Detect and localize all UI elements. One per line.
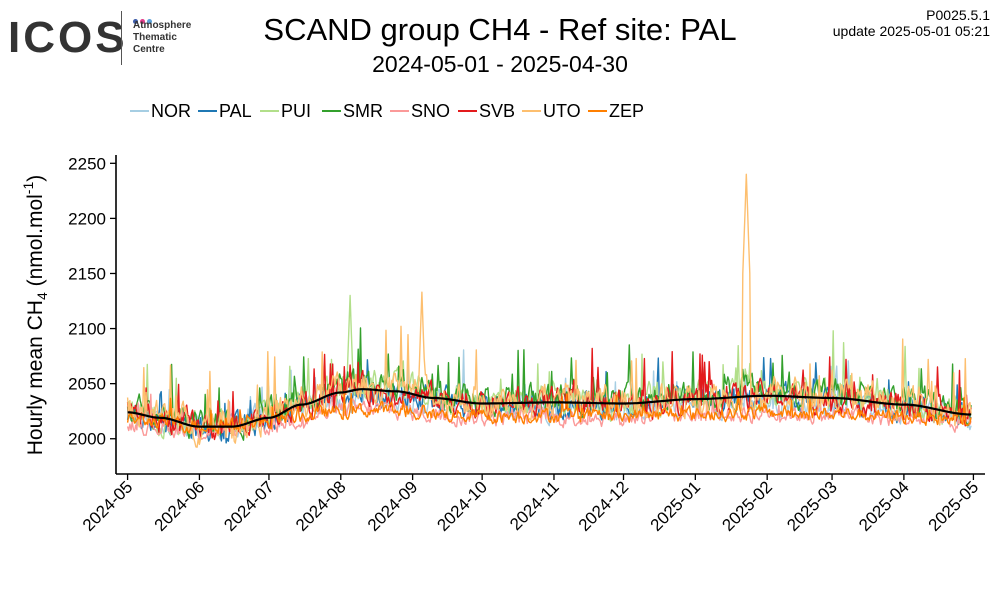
- y-tick-label: 2000: [68, 430, 106, 449]
- y-tick-label: 2100: [68, 320, 106, 339]
- y-axis-label-sup: -1: [20, 182, 36, 195]
- version-number: P0025.5.1: [926, 7, 990, 23]
- y-axis-label-unit: (nmol.mol: [24, 194, 47, 292]
- y-tick-label: 2200: [68, 209, 106, 228]
- legend-label: PUI: [281, 101, 311, 121]
- x-tick-label: 2024-06: [151, 477, 209, 535]
- logo-line: Atmosphere: [133, 20, 192, 31]
- update-timestamp: update 2025-05-01 05:21: [832, 23, 990, 39]
- logo-dot: [140, 19, 145, 24]
- x-tick-label: 2025-03: [783, 477, 841, 535]
- series-layer: [126, 173, 972, 448]
- series-line-zep: [126, 391, 972, 435]
- trend-line: [127, 388, 972, 428]
- logo-dot: [147, 19, 152, 24]
- y-axis-label-main: Hourly mean CH: [24, 300, 47, 455]
- x-tick-label: 2025-02: [718, 477, 776, 535]
- chart-subtitle: 2024-05-01 - 2025-04-30: [372, 51, 628, 77]
- icos-logo: ICOS Atmosphere Thematic Centre: [8, 8, 208, 68]
- legend: NOR PAL PUI SMR SNO SVB UTO ZEP: [130, 101, 644, 121]
- logo-dot: [133, 19, 138, 24]
- series-line-uto: [126, 173, 972, 448]
- logo-line: Thematic: [133, 32, 177, 43]
- y-tick-label: 2050: [68, 375, 106, 394]
- x-tick-label: 2024-09: [364, 477, 422, 535]
- legend-label: NOR: [151, 101, 191, 121]
- logo-divider: [121, 11, 122, 65]
- y-axis-label-close: ): [24, 175, 47, 182]
- logo-line: Centre: [133, 44, 165, 55]
- logo-wordmark: ICOS: [8, 13, 128, 62]
- x-tick-label: 2024-11: [506, 477, 563, 534]
- logo-subtitle: Atmosphere Thematic Centre: [133, 20, 191, 56]
- y-tick-label: 2150: [68, 264, 106, 283]
- version-info: P0025.5.1 update 2025-05-01 05:21: [833, 7, 990, 39]
- x-tick-label: 2024-10: [433, 477, 491, 535]
- x-tick-label: 2024-07: [220, 477, 278, 535]
- legend-label: SVB: [479, 101, 515, 121]
- logo-dots: [133, 11, 154, 29]
- legend-label: SNO: [411, 101, 450, 121]
- x-tick-label: 2025-01: [647, 477, 705, 535]
- x-tick-label: 2025-04: [855, 477, 913, 535]
- x-tick-label: 2024-05: [79, 477, 137, 535]
- legend-label: ZEP: [609, 101, 644, 121]
- x-tick-label: 2025-05: [925, 477, 983, 535]
- x-tick-label: 2024-12: [575, 477, 633, 535]
- y-axis-label-sub: 4: [34, 292, 50, 300]
- y-axis-label: Hourly mean CH4 (nmol.mol-1): [20, 175, 50, 456]
- legend-label: PAL: [219, 101, 252, 121]
- x-tick-label: 2024-08: [292, 477, 350, 535]
- legend-label: UTO: [543, 101, 581, 121]
- y-tick-label: 2250: [68, 154, 106, 173]
- legend-label: SMR: [343, 101, 383, 121]
- chart-title: SCAND group CH4 - Ref site: PAL: [263, 12, 737, 47]
